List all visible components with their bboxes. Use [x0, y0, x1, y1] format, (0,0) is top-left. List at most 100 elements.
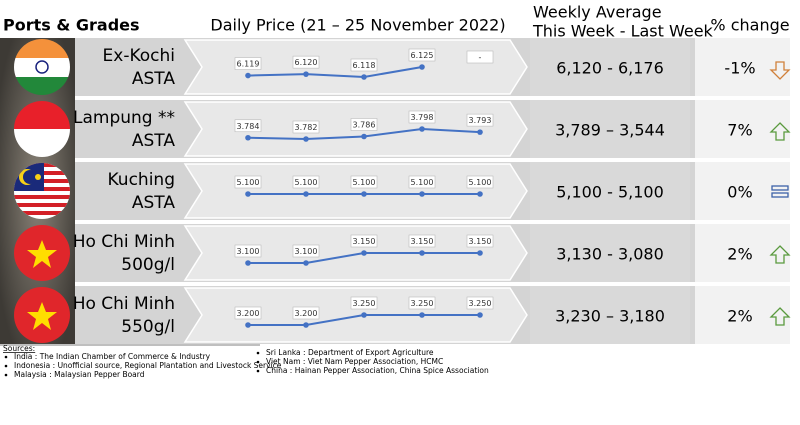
weekly-average: 5,100 - 5,100: [556, 183, 664, 202]
percent-change: 2%: [727, 245, 752, 264]
source-item: Indonesia : Unofficial source, Regional …: [14, 361, 282, 370]
grade: 500g/l: [121, 255, 175, 275]
flag-vietnam: [14, 225, 70, 281]
price-label-box: [350, 175, 378, 189]
price-chevron: [183, 163, 528, 219]
price-label: 3.100: [237, 247, 260, 256]
percent-change: -1%: [724, 59, 755, 78]
price-chevron: [183, 287, 528, 343]
price-point: [361, 312, 367, 318]
source-item: Viet Nam : Viet Nam Pepper Association, …: [266, 357, 443, 366]
percent-change: 7%: [727, 121, 752, 140]
weekly-average: 6,120 - 6,176: [556, 59, 664, 78]
grade: ASTA: [132, 131, 175, 151]
price-label: 5.100: [237, 178, 260, 187]
price-label-box: [292, 55, 320, 69]
price-label: 6.125: [411, 51, 434, 60]
price-label-box: [466, 234, 494, 248]
row-backgrounds: [75, 38, 790, 344]
flat-icon: [771, 185, 789, 191]
up-arrow: [769, 245, 791, 264]
price-point: [303, 260, 309, 266]
price-point: [303, 136, 309, 142]
price-label: 3.782: [295, 123, 318, 132]
source-item: China : Hainan Pepper Association, China…: [266, 366, 489, 375]
price-label-box: [292, 306, 320, 320]
grade: ASTA: [132, 193, 175, 213]
price-point: [477, 191, 483, 197]
price-point: [477, 250, 483, 256]
grade: ASTA: [132, 69, 175, 89]
flag-malaysia: [14, 163, 70, 219]
price-label: 3.250: [353, 299, 376, 308]
change-box: [695, 162, 790, 220]
price-label: 5.100: [295, 178, 318, 187]
price-point: [477, 129, 483, 135]
flag-india: [14, 39, 70, 95]
change-box: [695, 286, 790, 344]
price-label-box: [408, 234, 436, 248]
price-label-box: [466, 296, 494, 310]
source-item: India : The Indian Chamber of Commerce &…: [14, 352, 211, 361]
weekly-box: [530, 162, 690, 220]
price-point: [419, 191, 425, 197]
price-label: 6.119: [237, 60, 260, 69]
price-label: 3.200: [295, 309, 318, 318]
up-arrow: [769, 122, 791, 141]
port-name: Lampung **: [73, 108, 175, 128]
price-point: [245, 260, 251, 266]
price-label-box: [292, 244, 320, 258]
sources-title: Sources:: [3, 344, 35, 353]
price-label: 3.798: [411, 113, 434, 122]
price-label-box: [292, 120, 320, 134]
trend-icons: [769, 61, 791, 326]
weekly-box: [530, 286, 690, 344]
price-label: 5.100: [411, 178, 434, 187]
bullet: [256, 351, 260, 355]
price-line: [247, 66, 423, 79]
price-label-box: [408, 175, 436, 189]
price-point: [419, 250, 425, 256]
weekly-box: [530, 100, 690, 158]
price-point: [419, 312, 425, 318]
price-label-box: [234, 119, 262, 133]
header-weekly: Weekly Average: [533, 3, 662, 22]
price-label: 3.150: [411, 237, 434, 246]
price-label-box: [350, 58, 378, 72]
price-point: [245, 134, 251, 141]
header-ports: Ports & Grades: [3, 16, 140, 35]
bullet: [4, 373, 8, 377]
grade: 550g/l: [121, 317, 175, 337]
percent-change: 0%: [727, 183, 752, 202]
percent-change: 2%: [727, 307, 752, 326]
source-item: Malaysia : Malaysian Pepper Board: [14, 370, 145, 379]
flag-vietnam: [14, 287, 70, 343]
price-label: 5.100: [469, 178, 492, 187]
header-daily: Daily Price (21 – 25 November 2022): [210, 16, 505, 35]
price-label: 3.150: [469, 237, 492, 246]
bullet: [256, 360, 260, 364]
price-point: [361, 74, 367, 80]
flag-indonesia: [14, 101, 70, 157]
down-arrow: [769, 61, 791, 80]
bullet: [4, 364, 8, 368]
price-point: [361, 133, 367, 140]
price-label-box: [466, 113, 494, 127]
price-point: [245, 191, 251, 197]
weekly-average: 3,789 – 3,544: [555, 121, 665, 140]
change-box: [695, 224, 790, 282]
price-point: [303, 191, 309, 197]
price-point: [303, 322, 309, 328]
price-point: [419, 64, 425, 70]
price-label: 3.793: [469, 116, 492, 125]
weekly-average: 3,230 – 3,180: [555, 307, 665, 326]
price-label: 3.100: [295, 247, 318, 256]
port-name: Ho Chi Minh: [73, 232, 175, 252]
price-label: -: [479, 53, 482, 62]
price-label-box: [234, 175, 262, 189]
price-label: 6.120: [295, 58, 318, 67]
price-label-box: [408, 48, 436, 62]
price-label-box: [408, 296, 436, 310]
price-label: 3.784: [237, 122, 260, 131]
